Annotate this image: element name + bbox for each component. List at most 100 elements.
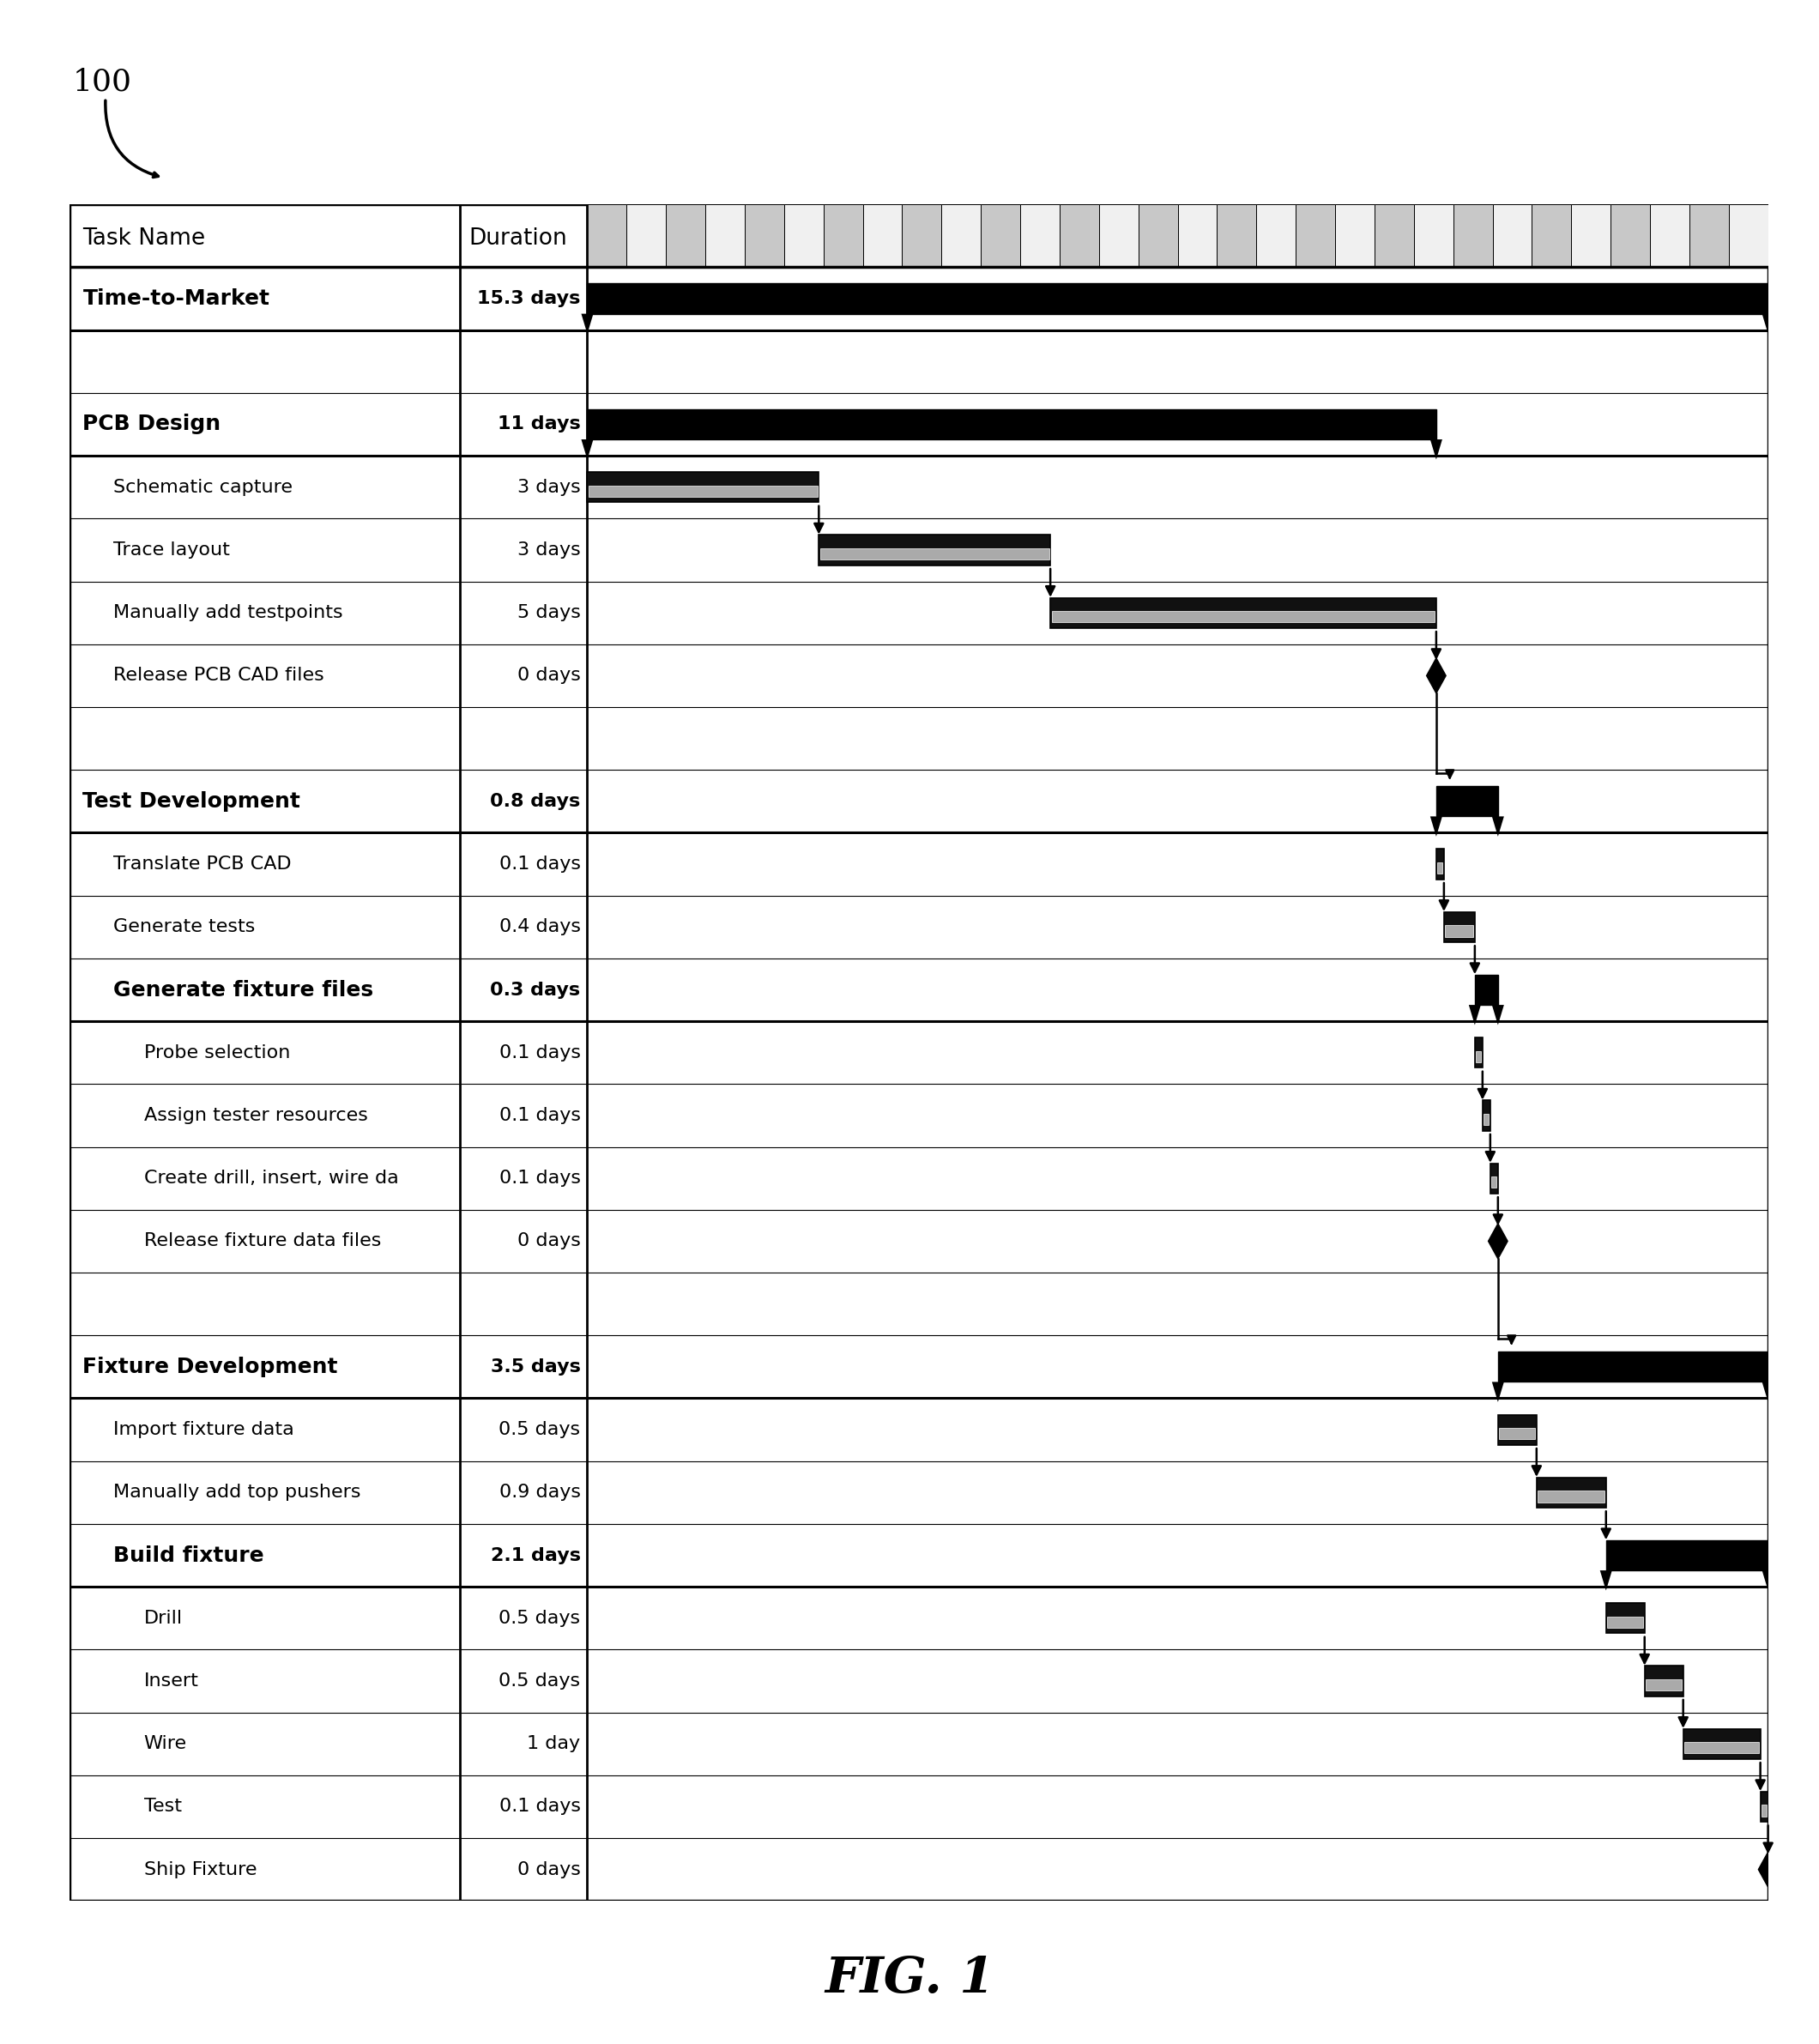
Bar bbox=[706, 204, 744, 268]
Polygon shape bbox=[1488, 1224, 1508, 1259]
Text: Task Name: Task Name bbox=[82, 227, 206, 249]
Bar bbox=[1335, 204, 1375, 268]
Bar bbox=[1493, 204, 1532, 268]
Text: Schematic capture: Schematic capture bbox=[113, 478, 293, 497]
Polygon shape bbox=[1492, 816, 1504, 836]
Bar bbox=[1475, 975, 1499, 1006]
Bar bbox=[1060, 204, 1099, 268]
Text: Assign tester resources: Assign tester resources bbox=[144, 1108, 367, 1124]
Text: Trace layout: Trace layout bbox=[113, 542, 229, 558]
Polygon shape bbox=[1601, 1570, 1612, 1590]
Bar bbox=[820, 548, 1050, 560]
Text: 0.1 days: 0.1 days bbox=[498, 856, 580, 873]
Bar bbox=[1477, 1051, 1481, 1063]
Polygon shape bbox=[1430, 439, 1442, 460]
Bar bbox=[744, 204, 784, 268]
Text: Test: Test bbox=[144, 1799, 182, 1815]
Polygon shape bbox=[1426, 658, 1446, 693]
Bar bbox=[1051, 611, 1435, 623]
Bar bbox=[1610, 204, 1650, 268]
Bar bbox=[1683, 1729, 1761, 1760]
Polygon shape bbox=[1492, 1006, 1504, 1024]
Text: Build fixture: Build fixture bbox=[113, 1545, 264, 1566]
Text: 5 days: 5 days bbox=[517, 605, 580, 621]
Bar bbox=[1532, 204, 1572, 268]
Bar bbox=[1606, 1602, 1644, 1633]
Bar bbox=[862, 204, 902, 268]
Text: Manually add top pushers: Manually add top pushers bbox=[113, 1484, 360, 1500]
Bar bbox=[902, 204, 942, 268]
Bar bbox=[942, 204, 980, 268]
Text: 0 days: 0 days bbox=[517, 666, 580, 685]
Text: 100: 100 bbox=[73, 67, 133, 96]
Text: Wire: Wire bbox=[144, 1735, 187, 1752]
Polygon shape bbox=[1759, 1852, 1777, 1887]
Bar bbox=[1257, 204, 1295, 268]
Bar bbox=[1499, 1414, 1537, 1445]
Bar bbox=[1572, 204, 1610, 268]
Bar bbox=[1484, 1114, 1490, 1124]
Text: Probe selection: Probe selection bbox=[144, 1044, 289, 1061]
Text: Import fixture data: Import fixture data bbox=[113, 1421, 295, 1439]
Text: 0.1 days: 0.1 days bbox=[498, 1799, 580, 1815]
Text: 3.5 days: 3.5 days bbox=[491, 1359, 580, 1376]
Text: FIG. 1: FIG. 1 bbox=[824, 1954, 995, 2003]
Bar bbox=[588, 472, 819, 503]
Text: 0.9 days: 0.9 days bbox=[498, 1484, 580, 1500]
Polygon shape bbox=[1763, 1382, 1774, 1402]
Bar bbox=[1690, 204, 1728, 268]
Text: Create drill, insert, wire da: Create drill, insert, wire da bbox=[144, 1169, 398, 1188]
Bar bbox=[1490, 1163, 1499, 1194]
Text: Generate fixture files: Generate fixture files bbox=[113, 979, 373, 1000]
Text: 0.1 days: 0.1 days bbox=[498, 1108, 580, 1124]
Bar bbox=[1684, 1741, 1759, 1754]
Bar bbox=[1099, 204, 1139, 268]
Bar bbox=[1650, 204, 1690, 268]
Text: 0.5 days: 0.5 days bbox=[498, 1672, 580, 1690]
Bar bbox=[1437, 863, 1442, 873]
Text: Time-to-Market: Time-to-Market bbox=[82, 288, 269, 309]
Text: 15.3 days: 15.3 days bbox=[477, 290, 580, 307]
Polygon shape bbox=[1430, 816, 1442, 836]
Text: 0 days: 0 days bbox=[517, 1860, 580, 1878]
Bar bbox=[628, 204, 666, 268]
Text: Ship Fixture: Ship Fixture bbox=[144, 1860, 256, 1878]
Bar bbox=[1499, 1351, 1768, 1382]
Polygon shape bbox=[582, 439, 593, 460]
Text: 0.8 days: 0.8 days bbox=[489, 793, 580, 809]
Bar bbox=[1446, 926, 1473, 936]
Polygon shape bbox=[1763, 1570, 1774, 1590]
Text: 0.1 days: 0.1 days bbox=[498, 1169, 580, 1188]
Bar bbox=[588, 204, 628, 268]
Bar bbox=[1437, 787, 1499, 816]
Text: Fixture Development: Fixture Development bbox=[82, 1357, 338, 1378]
Polygon shape bbox=[1468, 1006, 1481, 1024]
Polygon shape bbox=[582, 313, 593, 333]
Bar bbox=[1475, 1038, 1482, 1067]
Text: Manually add testpoints: Manually add testpoints bbox=[113, 605, 344, 621]
Text: 0.3 days: 0.3 days bbox=[491, 981, 580, 997]
Bar bbox=[1375, 204, 1413, 268]
Bar bbox=[1139, 204, 1177, 268]
Bar bbox=[1606, 1541, 1768, 1570]
Text: 3 days: 3 days bbox=[517, 478, 580, 497]
Bar bbox=[1537, 1490, 1604, 1502]
Text: Insert: Insert bbox=[144, 1672, 198, 1690]
Bar bbox=[1644, 1666, 1683, 1697]
Text: 1 day: 1 day bbox=[528, 1735, 580, 1752]
Bar bbox=[1217, 204, 1257, 268]
Bar bbox=[1499, 1429, 1535, 1439]
Bar bbox=[1453, 204, 1493, 268]
Bar bbox=[824, 204, 862, 268]
Bar bbox=[1763, 1805, 1766, 1817]
Bar bbox=[1728, 204, 1768, 268]
Polygon shape bbox=[1492, 1382, 1504, 1402]
Text: 11 days: 11 days bbox=[497, 415, 580, 433]
Text: Test Development: Test Development bbox=[82, 791, 300, 811]
Text: Generate tests: Generate tests bbox=[113, 918, 255, 936]
Bar bbox=[1413, 204, 1453, 268]
Text: 0.5 days: 0.5 days bbox=[498, 1609, 580, 1627]
Bar bbox=[819, 536, 1050, 564]
Text: 3 days: 3 days bbox=[517, 542, 580, 558]
Bar bbox=[1492, 1177, 1497, 1188]
